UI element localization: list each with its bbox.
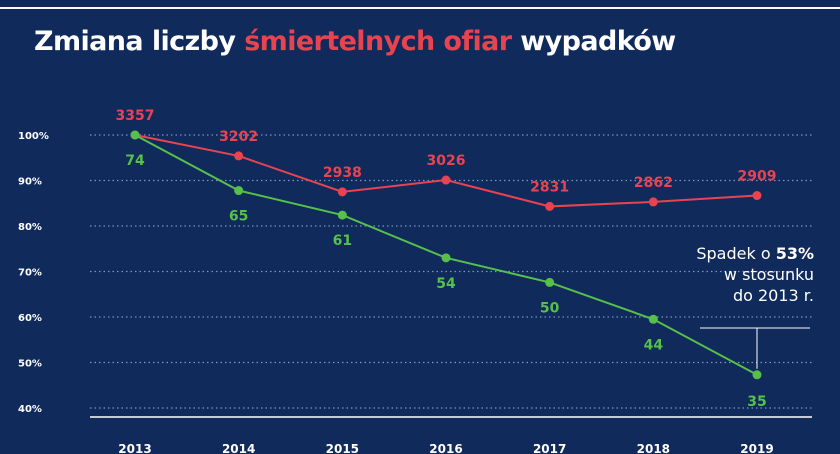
annotation-line-2: w stosunku: [723, 265, 814, 284]
x-tick-label: 2019: [740, 442, 773, 454]
data-point-red: [441, 175, 451, 185]
data-label-green: 74: [125, 153, 145, 169]
y-tick-label: 60%: [18, 313, 42, 324]
y-tick-label: 70%: [18, 268, 42, 279]
title-part-2: wypadków: [511, 26, 676, 57]
x-tick-label: 2014: [222, 442, 255, 454]
data-label-red: 2909: [738, 169, 777, 185]
annotation-text-1: Spadek o: [696, 244, 776, 263]
y-tick-label: 100%: [18, 131, 49, 142]
annotation-percent: 53%: [775, 244, 814, 263]
data-point-green: [545, 277, 555, 287]
x-tick-label: 2018: [637, 442, 670, 454]
label-layer: 3357 3202 2938 3026 2831 2862 2909 74 65 61 54 50 44…: [116, 108, 777, 410]
data-label-green: 54: [436, 276, 456, 292]
data-point-green: [234, 186, 244, 196]
x-tick-label: 2016: [429, 442, 462, 454]
data-point-red: [545, 201, 555, 211]
data-label-green: 50: [540, 300, 560, 316]
annotation-line-1: Spadek o 53%: [696, 243, 814, 264]
data-label-red: 3026: [427, 153, 466, 169]
data-point-green: [130, 130, 140, 140]
axis-layer: 100% 90% 80% 70% 60% 50% 40% 2013 2014 2015 2016 20…: [18, 131, 812, 454]
data-label-green: 35: [747, 394, 766, 410]
data-point-green: [648, 314, 658, 324]
data-point-red: [648, 197, 658, 207]
data-label-green: 65: [229, 209, 248, 225]
data-label-red: 3202: [219, 129, 258, 145]
data-point-green: [752, 370, 762, 380]
x-tick-label: 2013: [118, 442, 151, 454]
annotation-line-3: do 2013 r.: [732, 286, 814, 305]
data-point-red: [752, 191, 762, 201]
series-line-red: [134, 134, 758, 208]
data-label-red: 2938: [323, 165, 362, 181]
y-tick-label: 40%: [18, 404, 42, 415]
data-point-green: [441, 253, 451, 263]
top-rule: [0, 7, 840, 9]
data-label-green: 44: [644, 337, 664, 353]
x-tick-label: 2015: [326, 442, 359, 454]
data-label-red: 3357: [116, 108, 155, 124]
data-label-green: 61: [333, 233, 352, 249]
data-label-red: 2862: [634, 175, 673, 191]
data-point-red: [337, 187, 347, 197]
data-point-green: [337, 210, 347, 220]
data-point-red: [234, 151, 244, 161]
decline-annotation: Spadek o 53% w stosunku do 2013 r.: [696, 243, 814, 306]
data-label-red: 2831: [530, 179, 569, 195]
chart-title: Zmiana liczby śmiertelnych ofiar wypadkó…: [34, 26, 676, 57]
title-accent: śmiertelnych ofiar: [244, 26, 512, 57]
x-tick-label: 2017: [533, 442, 566, 454]
y-tick-label: 50%: [18, 359, 42, 370]
series-layer: [130, 130, 762, 380]
title-part-1: Zmiana liczby: [34, 26, 245, 57]
y-tick-label: 90%: [18, 177, 42, 188]
y-tick-label: 80%: [18, 222, 42, 233]
leader-layer: [700, 327, 810, 369]
